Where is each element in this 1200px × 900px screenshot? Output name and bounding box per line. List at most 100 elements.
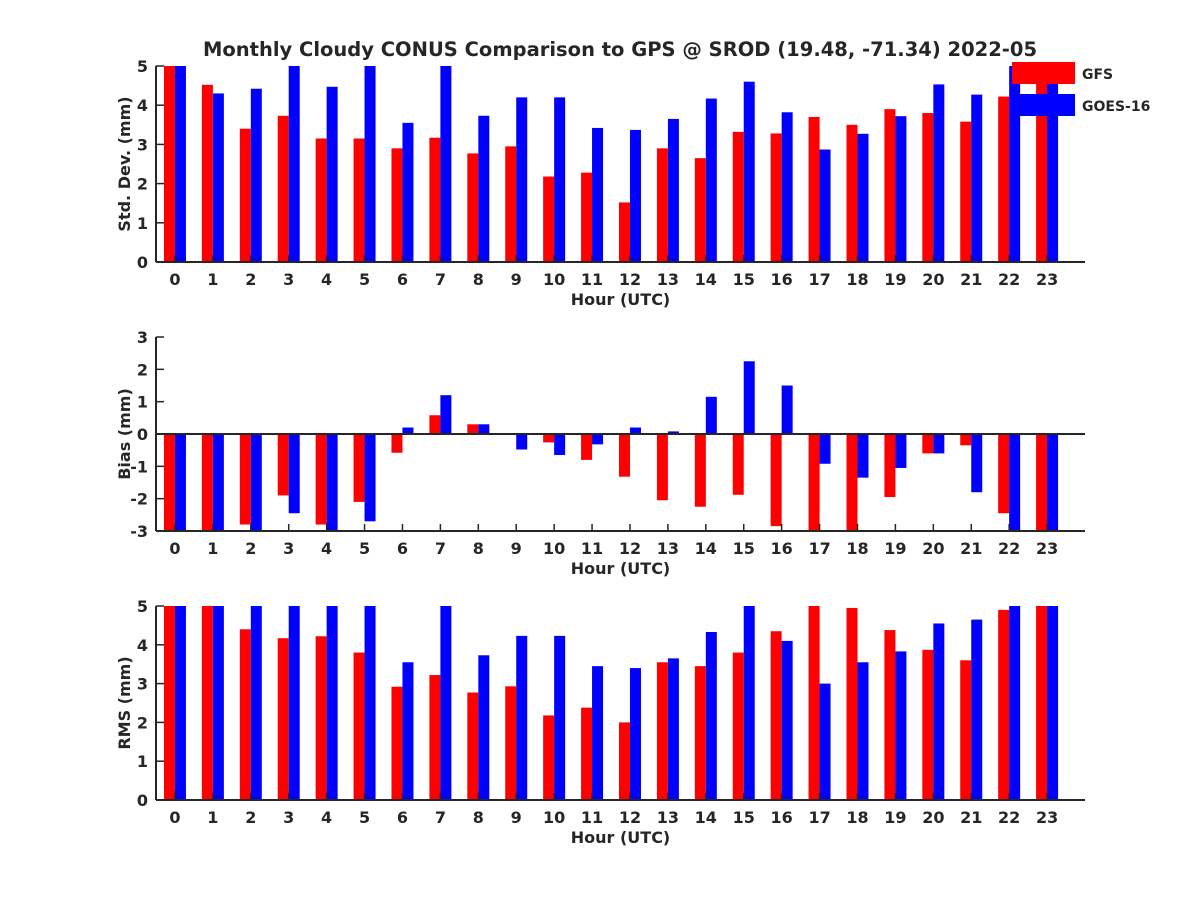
x-tick-label: 5 — [359, 808, 370, 827]
y-tick-label: 1 — [137, 214, 148, 233]
x-axis-label: Hour (UTC) — [571, 559, 671, 578]
bar-gfs-hour-3 — [277, 115, 289, 262]
bar-goes16-hour-6 — [402, 662, 414, 800]
bar-gfs-hour-22 — [998, 434, 1010, 514]
x-tick-label: 2 — [245, 808, 256, 827]
x-tick-label: 15 — [733, 808, 755, 827]
bar-goes16-hour-11 — [592, 434, 604, 445]
bar-goes16-hour-17 — [819, 149, 831, 262]
bar-goes16-hour-23 — [1047, 73, 1059, 262]
bar-gfs-hour-4 — [315, 434, 327, 525]
bar-goes16-hour-15 — [743, 606, 755, 800]
bar-goes16-hour-20 — [933, 434, 945, 454]
y-axis-label: Bias (mm) — [115, 388, 134, 480]
x-tick-label: 18 — [846, 808, 868, 827]
bar-goes16-hour-3 — [288, 606, 300, 800]
bar-gfs-hour-11 — [581, 434, 593, 460]
bar-goes16-hour-21 — [971, 619, 983, 800]
bar-gfs-hour-1 — [201, 606, 213, 800]
y-tick-label: 3 — [137, 135, 148, 154]
x-tick-label: 4 — [321, 270, 332, 289]
bar-gfs-hour-18 — [846, 434, 858, 531]
bar-goes16-hour-7 — [440, 66, 452, 262]
x-tick-label: 15 — [733, 539, 755, 558]
bar-gfs-hour-5 — [353, 434, 365, 502]
bar-goes16-hour-9 — [516, 97, 528, 262]
x-tick-label: 19 — [884, 808, 906, 827]
bar-goes16-hour-22 — [1009, 606, 1021, 800]
bar-gfs-hour-18 — [846, 607, 858, 800]
legend-swatch-gfs — [1012, 62, 1075, 84]
bar-goes16-hour-2 — [250, 88, 262, 263]
bar-goes16-hour-15 — [743, 81, 755, 263]
bar-gfs-hour-2 — [239, 128, 251, 262]
bar-gfs-hour-7 — [429, 675, 441, 800]
x-tick-label: 23 — [1036, 539, 1058, 558]
bar-gfs-hour-19 — [884, 630, 896, 800]
bar-gfs-hour-20 — [922, 434, 934, 454]
bar-gfs-hour-10 — [543, 715, 555, 800]
bar-goes16-hour-14 — [705, 396, 717, 434]
bar-goes16-hour-7 — [440, 395, 452, 434]
bar-goes16-hour-4 — [326, 606, 338, 800]
bar-gfs-hour-12 — [618, 722, 630, 800]
bar-gfs-hour-6 — [391, 148, 403, 262]
y-tick-label: -1 — [130, 457, 148, 476]
bar-gfs-hour-22 — [998, 96, 1010, 262]
bar-goes16-hour-19 — [895, 651, 907, 800]
x-tick-label: 12 — [619, 539, 641, 558]
x-tick-label: 16 — [771, 808, 793, 827]
bar-gfs-hour-13 — [656, 662, 668, 800]
bar-gfs-hour-1 — [201, 84, 213, 262]
bar-goes16-hour-10 — [554, 97, 566, 262]
bar-gfs-hour-7 — [429, 137, 441, 262]
x-tick-label: 10 — [543, 539, 565, 558]
bar-goes16-hour-19 — [895, 434, 907, 468]
x-tick-label: 9 — [511, 539, 522, 558]
x-tick-label: 23 — [1036, 808, 1058, 827]
x-tick-label: 15 — [733, 270, 755, 289]
bar-gfs-hour-7 — [429, 415, 441, 434]
chart-title: Monthly Cloudy CONUS Comparison to GPS @… — [203, 38, 1037, 61]
x-tick-label: 4 — [321, 808, 332, 827]
x-tick-label: 19 — [884, 270, 906, 289]
x-tick-label: 19 — [884, 539, 906, 558]
bar-gfs-hour-21 — [960, 121, 972, 262]
x-tick-label: 5 — [359, 539, 370, 558]
bar-gfs-hour-4 — [315, 138, 327, 262]
bar-gfs-hour-3 — [277, 434, 289, 496]
bar-gfs-hour-21 — [960, 434, 972, 446]
x-tick-label: 7 — [435, 808, 446, 827]
bar-goes16-hour-20 — [933, 84, 945, 262]
bar-goes16-hour-2 — [250, 606, 262, 800]
bar-gfs-hour-9 — [505, 146, 517, 262]
y-tick-label: 4 — [137, 96, 148, 115]
bar-goes16-hour-13 — [667, 658, 679, 800]
bar-gfs-hour-8 — [467, 424, 479, 434]
x-tick-label: 11 — [581, 808, 603, 827]
bar-goes16-hour-3 — [288, 434, 300, 514]
x-tick-label: 6 — [397, 270, 408, 289]
bar-gfs-hour-18 — [846, 124, 858, 262]
bar-goes16-hour-6 — [402, 122, 414, 262]
x-tick-label: 4 — [321, 539, 332, 558]
bar-goes16-hour-12 — [629, 129, 641, 262]
x-tick-label: 0 — [169, 808, 180, 827]
y-axis-label: Std. Dev. (mm) — [115, 96, 134, 231]
y-tick-label: 3 — [137, 675, 148, 694]
bar-goes16-hour-22 — [1009, 434, 1021, 531]
bar-gfs-hour-0 — [163, 434, 175, 531]
x-tick-label: 12 — [619, 808, 641, 827]
x-tick-label: 0 — [169, 539, 180, 558]
legend-label-gfs: GFS — [1082, 67, 1113, 83]
bar-goes16-hour-11 — [592, 666, 604, 800]
y-tick-label: 5 — [137, 57, 148, 76]
x-tick-label: 21 — [960, 270, 982, 289]
bar-goes16-hour-8 — [478, 115, 490, 262]
bar-gfs-hour-14 — [694, 158, 706, 262]
legend-label-goes16: GOES-16 — [1082, 99, 1150, 115]
bar-gfs-hour-6 — [391, 686, 403, 800]
bar-gfs-hour-23 — [1036, 434, 1048, 531]
y-axis-label: RMS (mm) — [115, 656, 134, 749]
